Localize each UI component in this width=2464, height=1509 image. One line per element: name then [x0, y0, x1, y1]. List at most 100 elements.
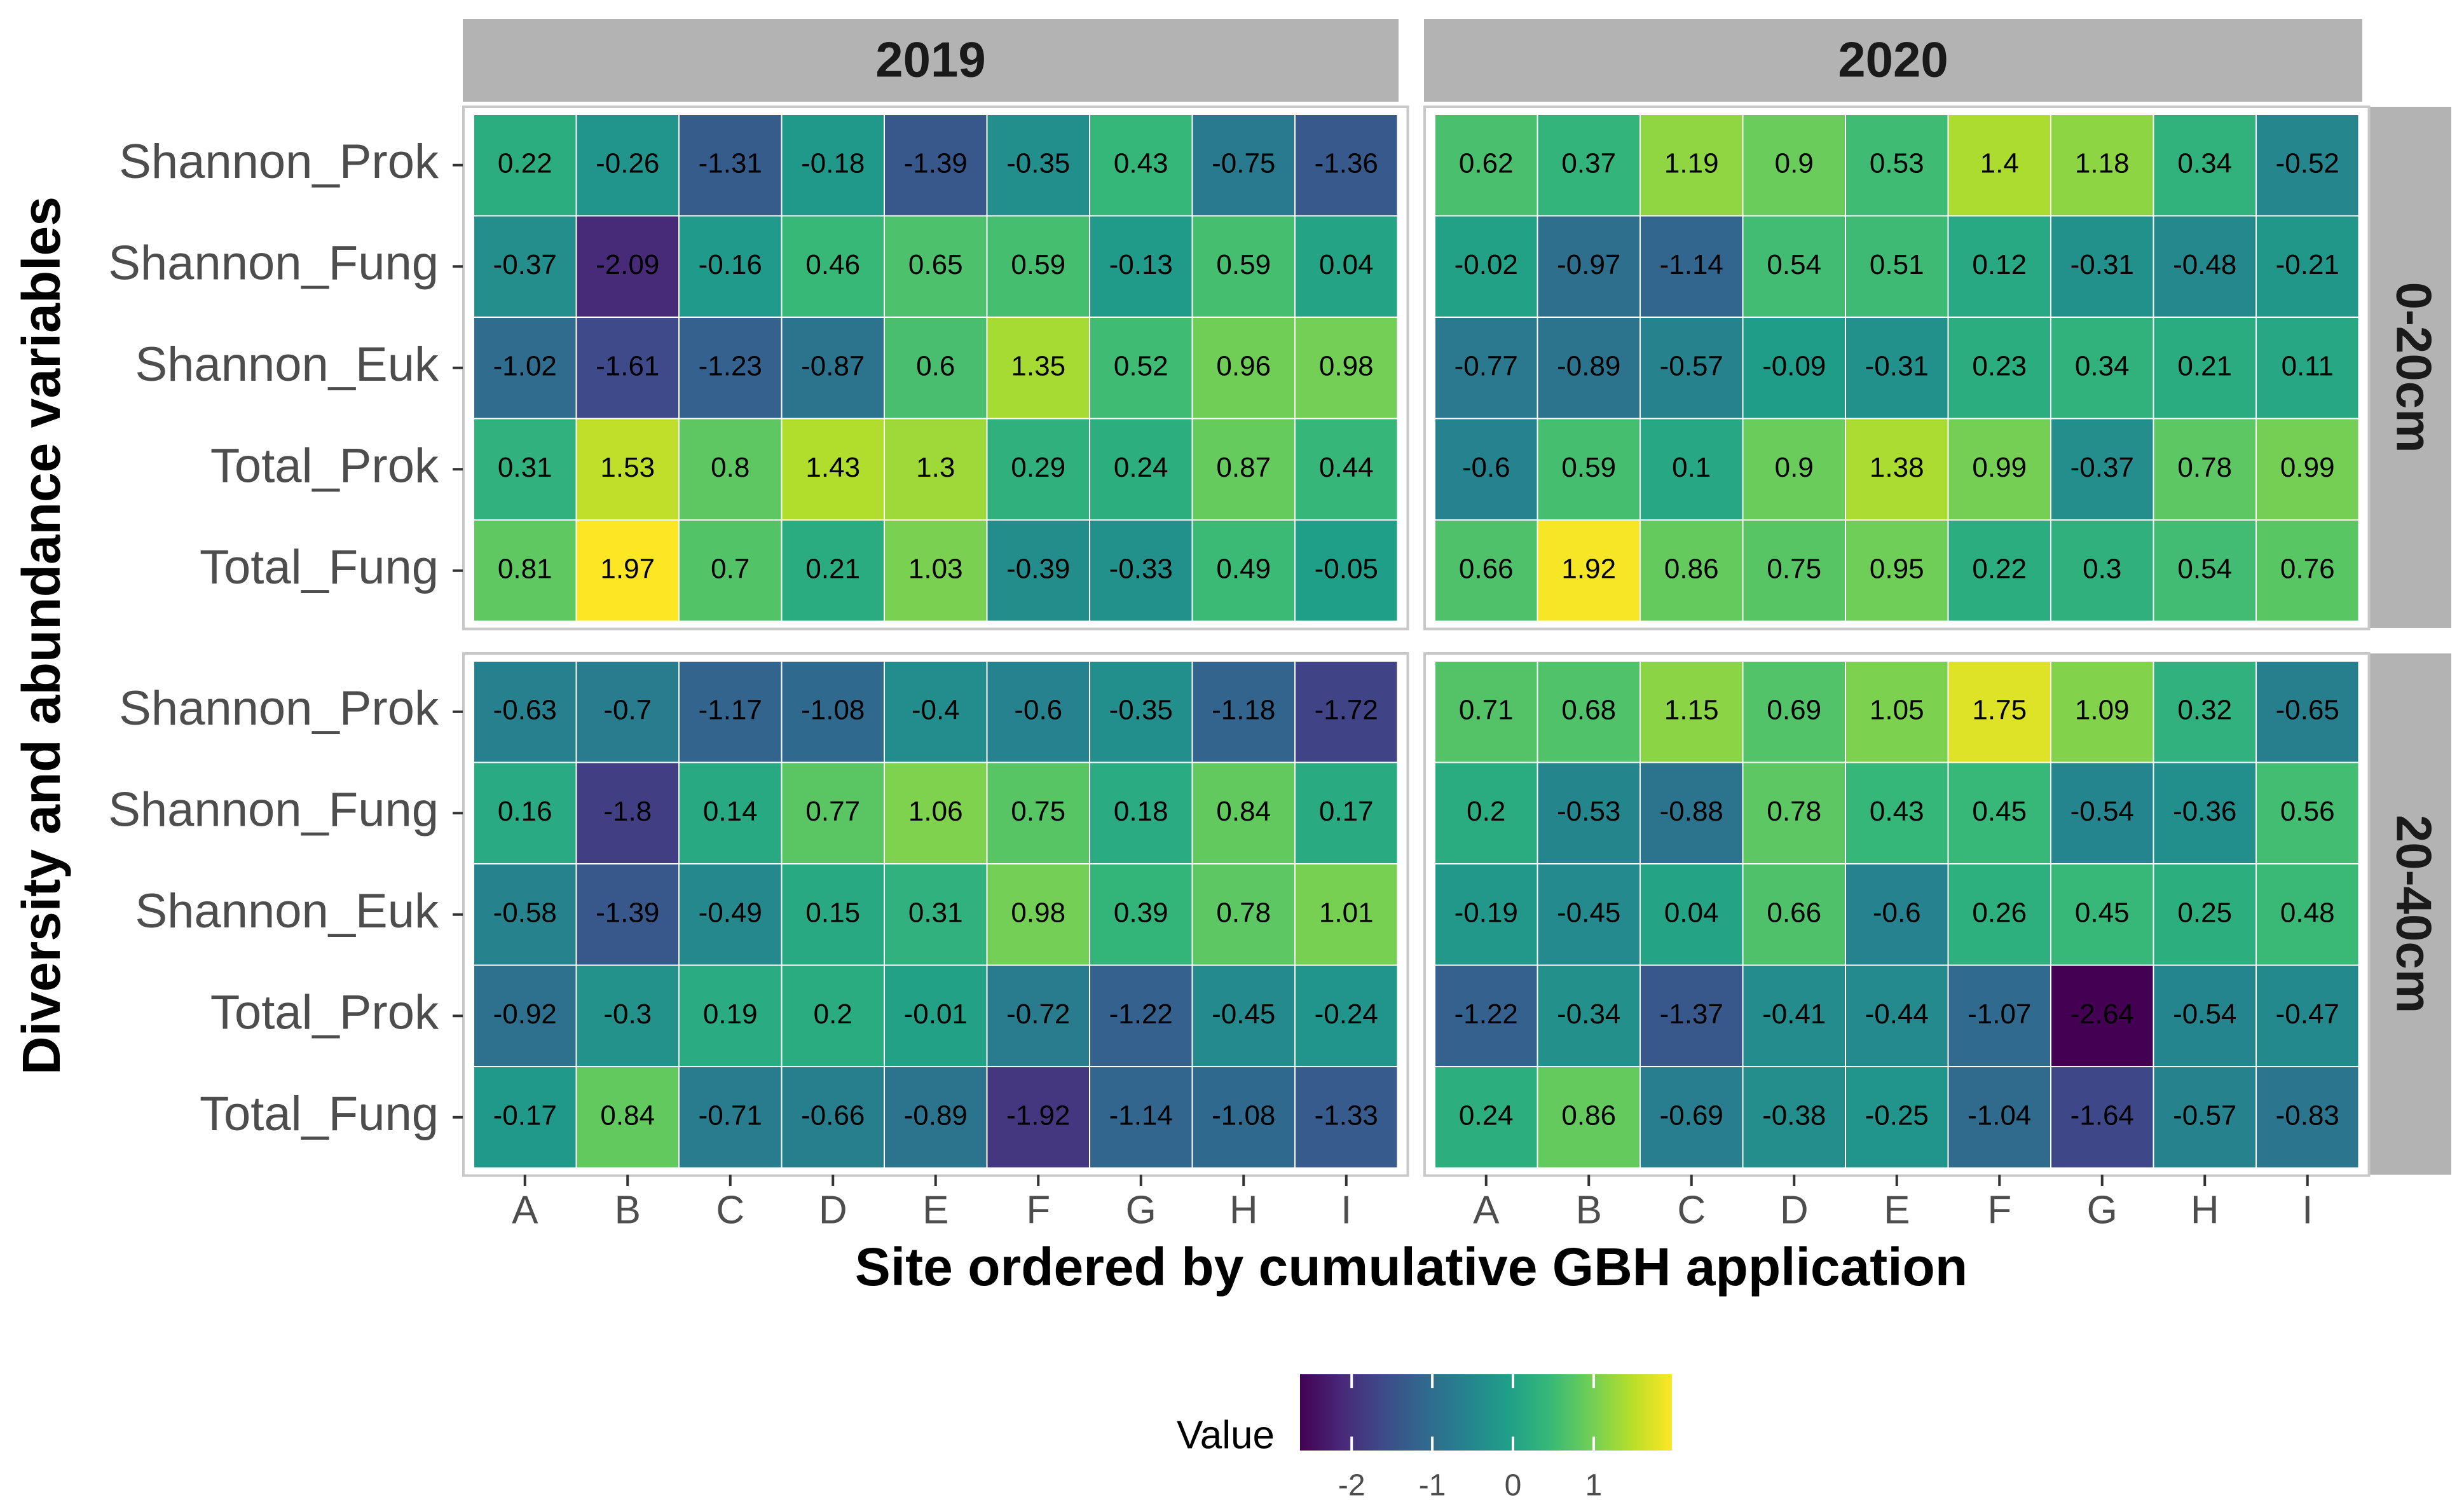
heatmap-cell [678, 519, 783, 622]
heatmap-cell [2255, 863, 2360, 966]
heatmap-cell [1191, 761, 1296, 864]
cell-value-label: 1.09 [2075, 694, 2130, 725]
cell-value-label: 0.86 [1664, 553, 1719, 584]
heatmap-cell [1191, 964, 1296, 1067]
cell-value-label: -0.16 [699, 249, 762, 280]
heatmap-cell [2050, 863, 2154, 966]
x-axis-title: Site ordered by cumulative GBH applicati… [855, 1237, 1968, 1297]
heatmap-cell [2255, 761, 2360, 864]
heatmap-cell [1639, 1066, 1744, 1169]
heatmap-cell [2050, 114, 2154, 217]
facet-label-0-20cm: 0-20cm [2386, 282, 2442, 453]
legend-tick-label: -2 [1338, 1469, 1365, 1503]
heatmap-cell [986, 761, 1090, 864]
y-tick-label: Shannon_Prok [119, 135, 439, 189]
cell-value-label: -1.36 [1315, 147, 1378, 179]
y-tick-label: Shannon_Euk [135, 884, 439, 938]
heatmap-cell [781, 761, 885, 864]
cell-value-label: 0.15 [805, 897, 860, 928]
heatmap-cell [1639, 317, 1744, 420]
cell-value-label: 0.34 [2177, 147, 2232, 179]
cell-value-label: 1.19 [1664, 147, 1719, 179]
cell-value-label: -0.49 [699, 897, 762, 928]
legend-tick-label: -1 [1419, 1469, 1446, 1503]
cell-value-label: 0.18 [1114, 796, 1168, 827]
heatmap-cell [575, 215, 680, 318]
heatmap-cell [1294, 114, 1399, 217]
cell-value-label: 0.66 [1459, 553, 1514, 584]
cell-value-label: -0.38 [1762, 1100, 1826, 1131]
cell-value-label: -1.14 [1660, 249, 1723, 280]
heatmap-cell [884, 215, 988, 318]
heatmap-cell [1089, 418, 1193, 521]
heatmap-cell [1845, 519, 1949, 622]
heatmap-cell [2153, 660, 2257, 763]
facet-label-2019: 2019 [875, 32, 986, 88]
cell-value-label: 0.48 [2280, 897, 2335, 928]
heatmap-cell [1742, 114, 1846, 217]
y-tick-label: Shannon_Fung [108, 782, 439, 836]
y-tick-label: Shannon_Fung [108, 236, 439, 290]
heatmap-cell [1434, 761, 1538, 864]
heatmap-cell [1089, 114, 1193, 217]
heatmap-cell [1537, 863, 1641, 966]
cell-value-label: -0.31 [1865, 350, 1929, 381]
cell-value-label: -0.57 [2173, 1100, 2236, 1131]
heatmap-cell [1947, 519, 2051, 622]
cell-value-label: 0.84 [1216, 796, 1271, 827]
cell-value-label: 1.38 [1870, 452, 1924, 483]
cell-value-label: -1.92 [1006, 1100, 1070, 1131]
cell-value-label: 0.95 [1870, 553, 1924, 584]
heatmap-cell [1191, 519, 1296, 622]
cell-value-label: -0.4 [912, 694, 960, 725]
cell-value-label: -1.39 [904, 147, 968, 179]
heatmap-cell [2050, 761, 2154, 864]
cell-value-label: -0.3 [603, 999, 652, 1030]
legend-ticks: -2 -1 0 1 [1338, 1374, 1602, 1503]
cell-value-label: 1.53 [600, 452, 655, 483]
heatmap-cell [1537, 660, 1641, 763]
heatmap-cell [1742, 215, 1846, 318]
cell-value-label: 0.9 [1775, 452, 1814, 483]
heatmap-cell [2153, 1066, 2257, 1169]
x-tick-label: D [819, 1188, 847, 1232]
heatmap-cell [1434, 215, 1538, 318]
cell-value-label: 0.98 [1011, 897, 1065, 928]
cell-value-label: 0.11 [2282, 350, 2334, 381]
cell-value-label: -0.26 [596, 147, 659, 179]
heatmap-cell [1742, 418, 1846, 521]
cell-value-label: 1.75 [1972, 694, 2027, 725]
cell-value-label: -0.57 [1660, 350, 1723, 381]
heatmap-cell [1434, 964, 1538, 1067]
cell-value-label: 0.23 [1972, 350, 2027, 381]
cell-value-label: 0.3 [2083, 553, 2121, 584]
heatmap-cell [1947, 418, 2051, 521]
y-axis-title: Diversity and abundance variables [11, 196, 71, 1075]
cell-value-label: -0.41 [1762, 999, 1826, 1030]
heatmap-cell [986, 317, 1090, 420]
cell-value-label: 0.78 [2177, 452, 2232, 483]
cell-value-label: 1.18 [2075, 147, 2130, 179]
heatmap-cell [1294, 761, 1399, 864]
x-tick-label: F [1026, 1188, 1050, 1232]
y-tick-label: Shannon_Prok [119, 681, 439, 735]
cell-value-label: -1.31 [699, 147, 762, 179]
cell-value-label: -0.36 [2173, 796, 2236, 827]
heatmap-cell [1294, 418, 1399, 521]
cell-value-label: -1.02 [493, 350, 557, 381]
heatmap-cell [2050, 1066, 2154, 1169]
cell-value-label: 0.22 [498, 147, 552, 179]
y-tick-label: Total_Fung [200, 1087, 439, 1141]
x-tick-label: C [1677, 1188, 1706, 1232]
cell-value-label: 0.62 [1459, 147, 1514, 179]
legend-tick-label: 0 [1505, 1469, 1522, 1503]
cell-value-label: -1.08 [801, 694, 865, 725]
heatmap-cell [2255, 964, 2360, 1067]
heatmap-cell [473, 215, 577, 318]
cell-value-label: -2.64 [2070, 999, 2134, 1030]
heatmap-cell [2153, 519, 2257, 622]
cell-value-label: -1.17 [699, 694, 762, 725]
heatmap-cell [884, 1066, 988, 1169]
